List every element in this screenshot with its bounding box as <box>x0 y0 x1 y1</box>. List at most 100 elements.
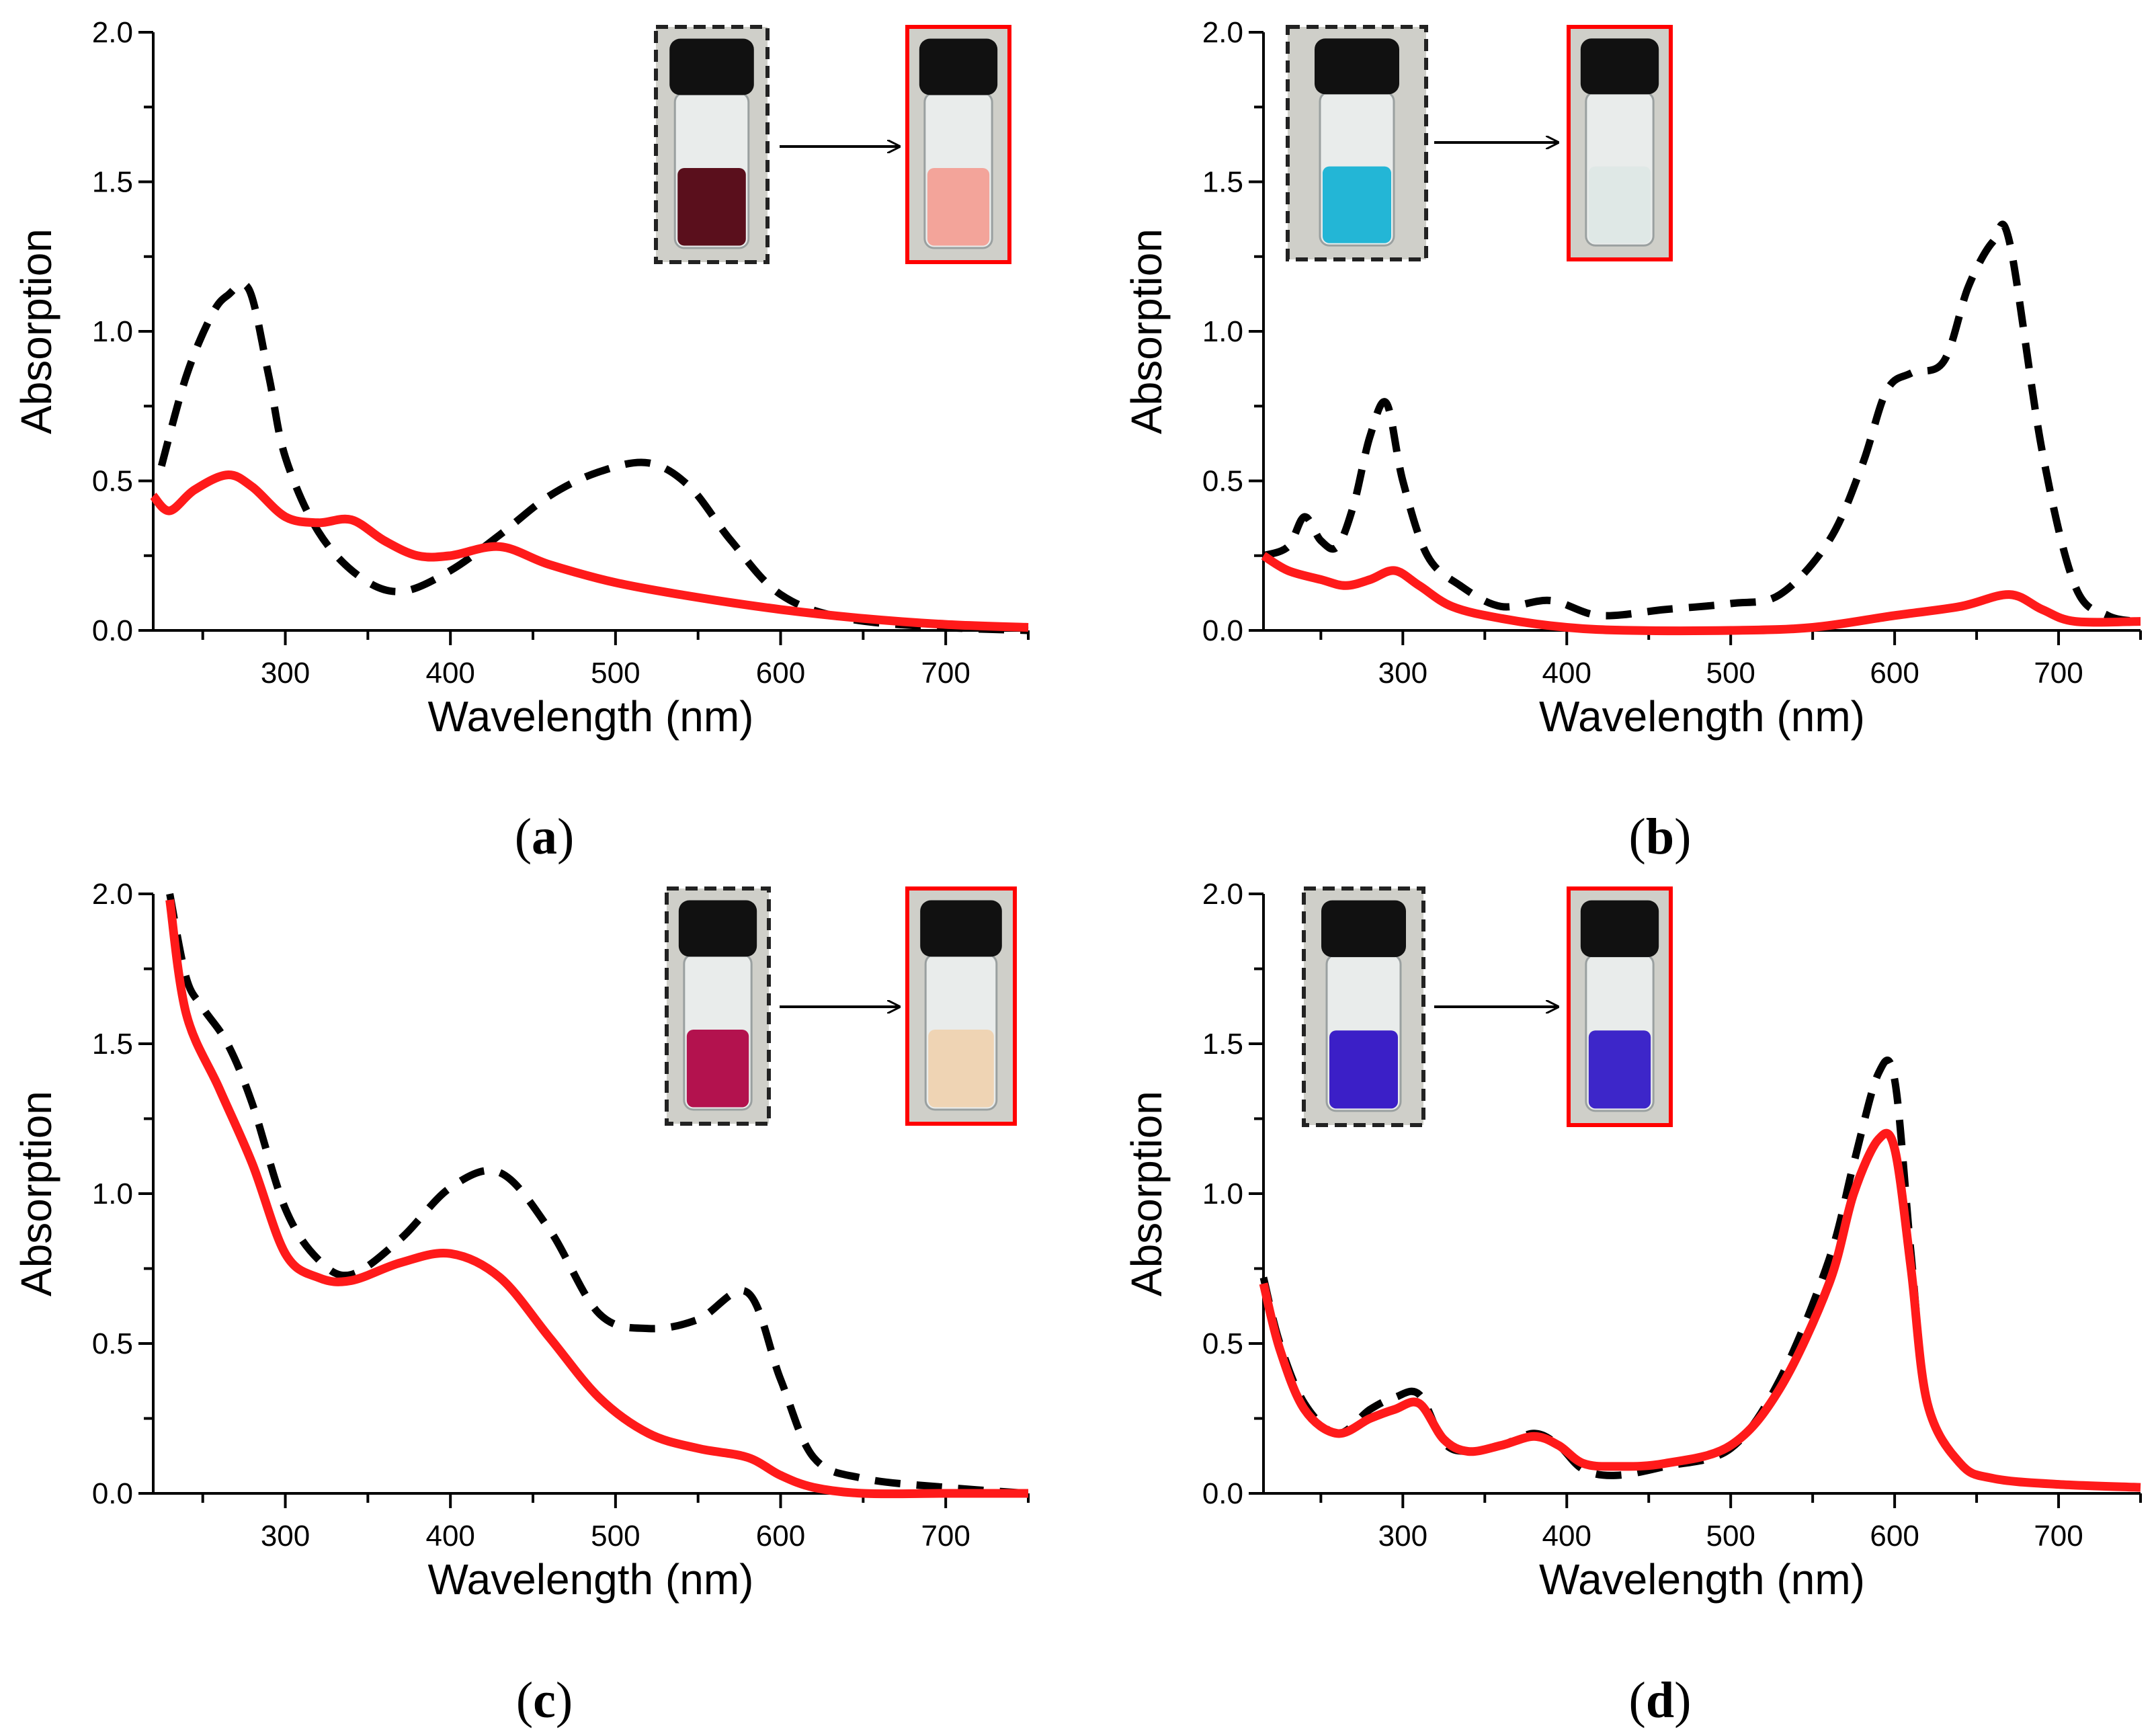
inset-before-vial <box>654 25 770 264</box>
inset-after-vial <box>905 25 1011 264</box>
panel-label-a: (a) <box>515 809 575 865</box>
y-tick-label: 0.5 <box>1202 465 1243 498</box>
y-axis-label: Absorption <box>1122 229 1171 434</box>
vial-cap <box>1580 38 1659 95</box>
vial-liquid <box>927 168 990 246</box>
x-tick-label: 600 <box>1870 657 1919 690</box>
y-tick-label: 2.0 <box>92 16 133 49</box>
vial-liquid <box>1588 1030 1651 1109</box>
x-axis-label: Wavelength (nm) <box>1539 692 1865 741</box>
inset-border <box>1302 886 1425 1127</box>
x-tick-label: 300 <box>261 1520 310 1553</box>
vial-cap <box>919 38 998 95</box>
panel-label-c: (c) <box>516 1672 573 1729</box>
y-tick-label: 1.0 <box>1202 1177 1243 1210</box>
x-tick-label: 400 <box>1542 1520 1591 1553</box>
panel-c: 300 400 500 600 700 0.0 0.5 1.0 1.5 2.0 Wavelength… <box>12 878 1030 1604</box>
y-axis-label: Absorption <box>12 229 60 434</box>
y-tick-label: 1.5 <box>1202 166 1243 199</box>
vial-liquid <box>1323 166 1391 243</box>
series-before-line <box>1262 220 2141 626</box>
x-tick-label: 700 <box>2034 657 2083 690</box>
x-tick-label: 600 <box>756 1520 805 1553</box>
y-tick-label: 0.5 <box>1202 1327 1243 1360</box>
x-tick-label: 300 <box>1378 1520 1427 1553</box>
y-tick-label: 0.0 <box>1202 1477 1243 1510</box>
series-before-line <box>157 280 1029 634</box>
panel-a-letter: a <box>532 809 557 865</box>
vial-liquid <box>686 1030 749 1108</box>
y-tick-label: 0.5 <box>92 1327 133 1360</box>
x-tick-label: 700 <box>921 657 970 690</box>
vial-cap <box>1315 38 1399 95</box>
y-tick-label: 1.5 <box>1202 1028 1243 1061</box>
inset-after-vial <box>905 886 1017 1126</box>
x-tick-label: 300 <box>261 657 310 690</box>
series-after-line <box>150 470 1029 632</box>
y-tick-label: 1.0 <box>92 1177 133 1210</box>
y-tick-label: 0.5 <box>92 465 133 498</box>
x-tick-label: 300 <box>1378 657 1427 690</box>
vial-cap <box>920 900 1002 957</box>
inset-before-vial <box>665 886 771 1126</box>
vial-liquid <box>677 168 746 246</box>
inset-border <box>1567 886 1673 1127</box>
panel-a: 300 400 500 600 700 0.0 0.5 1.0 1.5 2.0 Wavelength… <box>12 16 1030 741</box>
inset-border <box>1286 25 1428 261</box>
y-tick-label: 1.0 <box>92 315 133 348</box>
panel-b: 300 400 500 600 700 0.0 0.5 1.0 1.5 2.0 Wavelength… <box>1122 16 2142 741</box>
y-tick-label: 1.5 <box>92 1028 133 1061</box>
inset-border <box>654 25 770 264</box>
inset-before-vial <box>1286 25 1428 261</box>
y-tick-label: 0.0 <box>1202 614 1243 647</box>
x-axis-label: Wavelength (nm) <box>428 692 754 741</box>
x-tick-label: 500 <box>591 657 640 690</box>
x-tick-label: 500 <box>1706 1520 1755 1553</box>
vial-cap <box>1580 900 1659 958</box>
y-tick-label: 2.0 <box>1202 878 1243 911</box>
x-tick-label: 700 <box>921 1520 970 1553</box>
inset-before-vial <box>1302 886 1425 1127</box>
x-tick-label: 500 <box>591 1520 640 1553</box>
x-tick-label: 400 <box>425 657 474 690</box>
y-axis-label: Absorption <box>1122 1091 1171 1296</box>
vial-cap <box>1321 900 1406 958</box>
series-before-line <box>166 893 1029 1497</box>
inset-border <box>905 886 1017 1126</box>
inset-border <box>1567 25 1673 261</box>
y-tick-label: 1.5 <box>92 166 133 199</box>
x-tick-label: 500 <box>1706 657 1755 690</box>
inset-border <box>665 886 771 1126</box>
panel-d: 300 400 500 600 700 0.0 0.5 1.0 1.5 2.0 Wavelength… <box>1122 878 2142 1604</box>
panel-b-letter: b <box>1646 809 1674 865</box>
panel-d-letter: d <box>1646 1672 1674 1729</box>
x-tick-label: 600 <box>756 657 805 690</box>
x-tick-label: 400 <box>1542 657 1591 690</box>
y-tick-label: 0.0 <box>92 614 133 647</box>
y-tick-label: 0.0 <box>92 1477 133 1510</box>
series-after-line <box>1259 1128 2141 1492</box>
vial-cap <box>669 38 754 95</box>
y-axis-label: Absorption <box>12 1091 60 1296</box>
x-axis-label: Wavelength (nm) <box>1539 1555 1865 1604</box>
y-tick-label: 1.0 <box>1202 315 1243 348</box>
y-tick-label: 2.0 <box>1202 16 1243 49</box>
inset-after-vial <box>1567 886 1673 1127</box>
vial-cap <box>678 900 757 957</box>
x-tick-label: 600 <box>1870 1520 1919 1553</box>
vial-liquid <box>928 1030 994 1108</box>
x-tick-label: 400 <box>425 1520 474 1553</box>
x-tick-label: 700 <box>2034 1520 2083 1553</box>
vial-liquid <box>1329 1030 1398 1109</box>
series-after-line <box>165 899 1028 1499</box>
panel-c-letter: c <box>533 1672 556 1729</box>
series-after-line <box>1261 552 2141 636</box>
vial-liquid <box>1588 166 1651 243</box>
panel-label-d: (d) <box>1629 1672 1692 1729</box>
y-tick-label: 2.0 <box>92 878 133 911</box>
inset-after-vial <box>1567 25 1673 261</box>
x-axis-label: Wavelength (nm) <box>428 1555 754 1604</box>
inset-border <box>905 25 1011 264</box>
panel-label-b: (b) <box>1629 809 1692 865</box>
